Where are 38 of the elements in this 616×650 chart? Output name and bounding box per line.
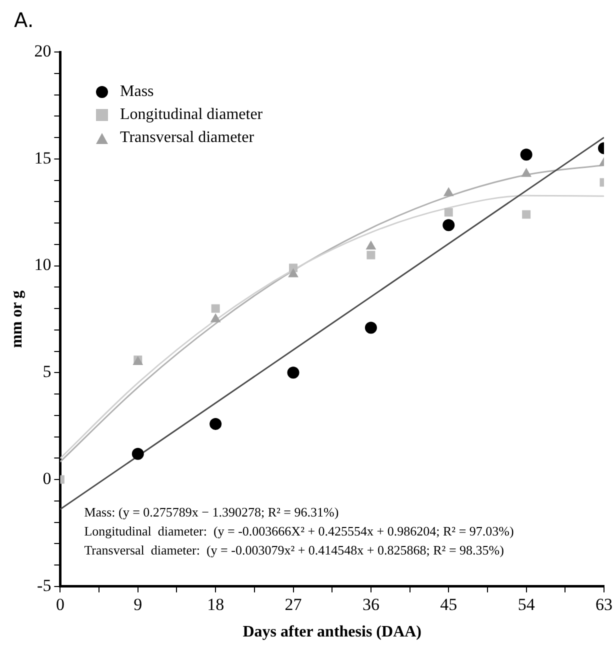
point (520, 148, 532, 161)
annotation: Transversal diameter: (y = -0.003079x² + 0.414548x + 0.825868; R² = 98.35%) (84, 542, 504, 558)
y-tick-label: -5 (37, 576, 52, 595)
y-tick-label: 10 (34, 255, 52, 274)
point (366, 250, 376, 260)
y-tick-label: 5 (42, 362, 52, 382)
point (364, 322, 377, 334)
point (522, 210, 531, 219)
point (210, 313, 221, 322)
point (366, 240, 376, 250)
point (288, 268, 298, 278)
annotation: Mass: (y = 0.275789x − 1.390278; R² = 96.31%) (84, 504, 339, 520)
x-axis-title: Days after anthesis (DAA) (242, 624, 422, 641)
point (210, 418, 222, 430)
y-tick-label: 15 (34, 148, 52, 168)
x-tick-label: 9 (134, 595, 142, 614)
point (521, 168, 532, 177)
y-tick-label: 20 (34, 41, 52, 60)
y-tick-label: 0 (42, 468, 52, 488)
x-tick-label: 54 (518, 595, 536, 614)
point (211, 304, 220, 313)
legend-label: Transversal diameter (119, 128, 256, 148)
point (444, 208, 453, 217)
legend-label: Mass (119, 82, 155, 102)
x-tick-label: 63 (596, 595, 612, 614)
annotation: Longitudinal diameter: (y = -0.003666X² + 0.425554x + 0.986204; R² = 97.03%) (84, 523, 514, 538)
x-tick-label: 36 (362, 595, 380, 614)
x-tick-label: 0 (56, 595, 64, 614)
y-axis-title: mm or g (8, 290, 26, 348)
point (287, 366, 300, 379)
chart-title: A. (14, 8, 34, 32)
x-tick-label: 45 (440, 595, 458, 614)
legend-label: Longitudinal diameter (119, 105, 263, 125)
x-tick-label: 18 (207, 595, 224, 614)
point (442, 219, 455, 232)
x-tick-label: 27 (284, 595, 302, 614)
point (443, 187, 454, 196)
point (132, 448, 144, 460)
